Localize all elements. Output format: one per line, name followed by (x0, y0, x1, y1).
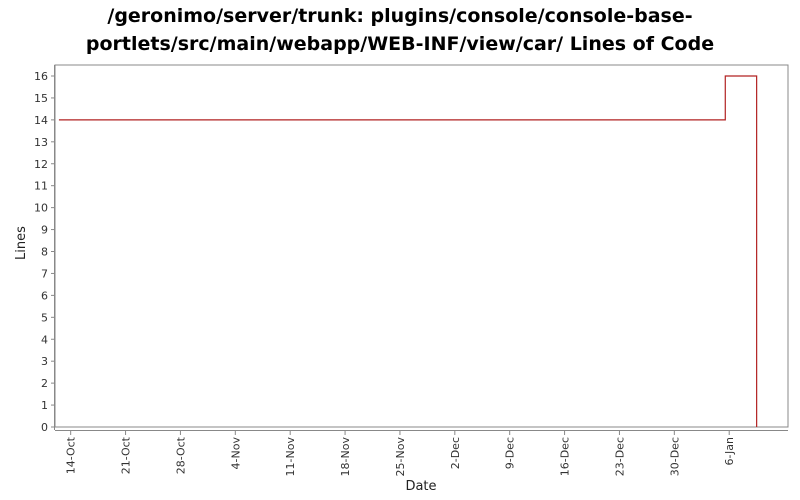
y-tick-label: 9 (41, 224, 48, 237)
y-axis-label: Lines (14, 226, 29, 260)
y-tick-label: 2 (41, 377, 48, 390)
x-tick-label: 18-Nov (339, 437, 352, 477)
y-tick-label: 12 (34, 158, 48, 171)
y-tick-label: 13 (34, 136, 48, 149)
x-axis-label: Date (405, 479, 436, 494)
x-tick-label: 25-Nov (394, 437, 407, 477)
chart-title: /geronimo/server/trunk: plugins/console/… (0, 2, 800, 58)
chart-title-line-2: portlets/src/main/webapp/WEB-INF/view/ca… (85, 33, 715, 55)
y-tick-label: 16 (34, 70, 48, 83)
y-tick-label: 11 (34, 180, 48, 193)
series-group (58, 75, 758, 427)
x-tick-label: 23-Dec (613, 437, 626, 476)
y-tick-label: 15 (34, 92, 48, 105)
x-tick-label: 21-Oct (120, 436, 133, 474)
y-tick-label: 10 (34, 202, 48, 215)
x-tick-label: 11-Nov (284, 437, 297, 477)
y-tick-label: 0 (41, 421, 48, 434)
y-tick-label: 8 (41, 246, 48, 259)
x-tick-label: 2-Dec (449, 437, 462, 469)
chart-title-line-1: /geronimo/server/trunk: plugins/console/… (107, 5, 693, 27)
y-tick-label: 3 (41, 355, 48, 368)
x-tick-label: 28-Oct (174, 436, 187, 474)
x-tick-label: 14-Oct (65, 436, 78, 474)
y-tick-label: 1 (41, 399, 48, 412)
y-tick-label: 6 (41, 289, 48, 302)
y-tick-label: 7 (41, 267, 48, 280)
x-tick-label: 16-Dec (559, 437, 572, 476)
x-tick-label: 30-Dec (668, 437, 681, 476)
x-tick-label: 9-Dec (504, 437, 517, 469)
y-tick-label: 14 (34, 114, 48, 127)
x-tick-label: 6-Jan (723, 437, 736, 466)
series-line (58, 75, 758, 427)
x-tick-label: 4-Nov (229, 437, 242, 470)
plot-area (54, 64, 789, 428)
y-tick-label: 4 (41, 333, 48, 346)
x-axis: 14-Oct 21-Oct 28-Oct 4-Nov 11-Nov 18-Nov 25-No… (55, 430, 788, 477)
y-tick-label: 5 (41, 311, 48, 324)
